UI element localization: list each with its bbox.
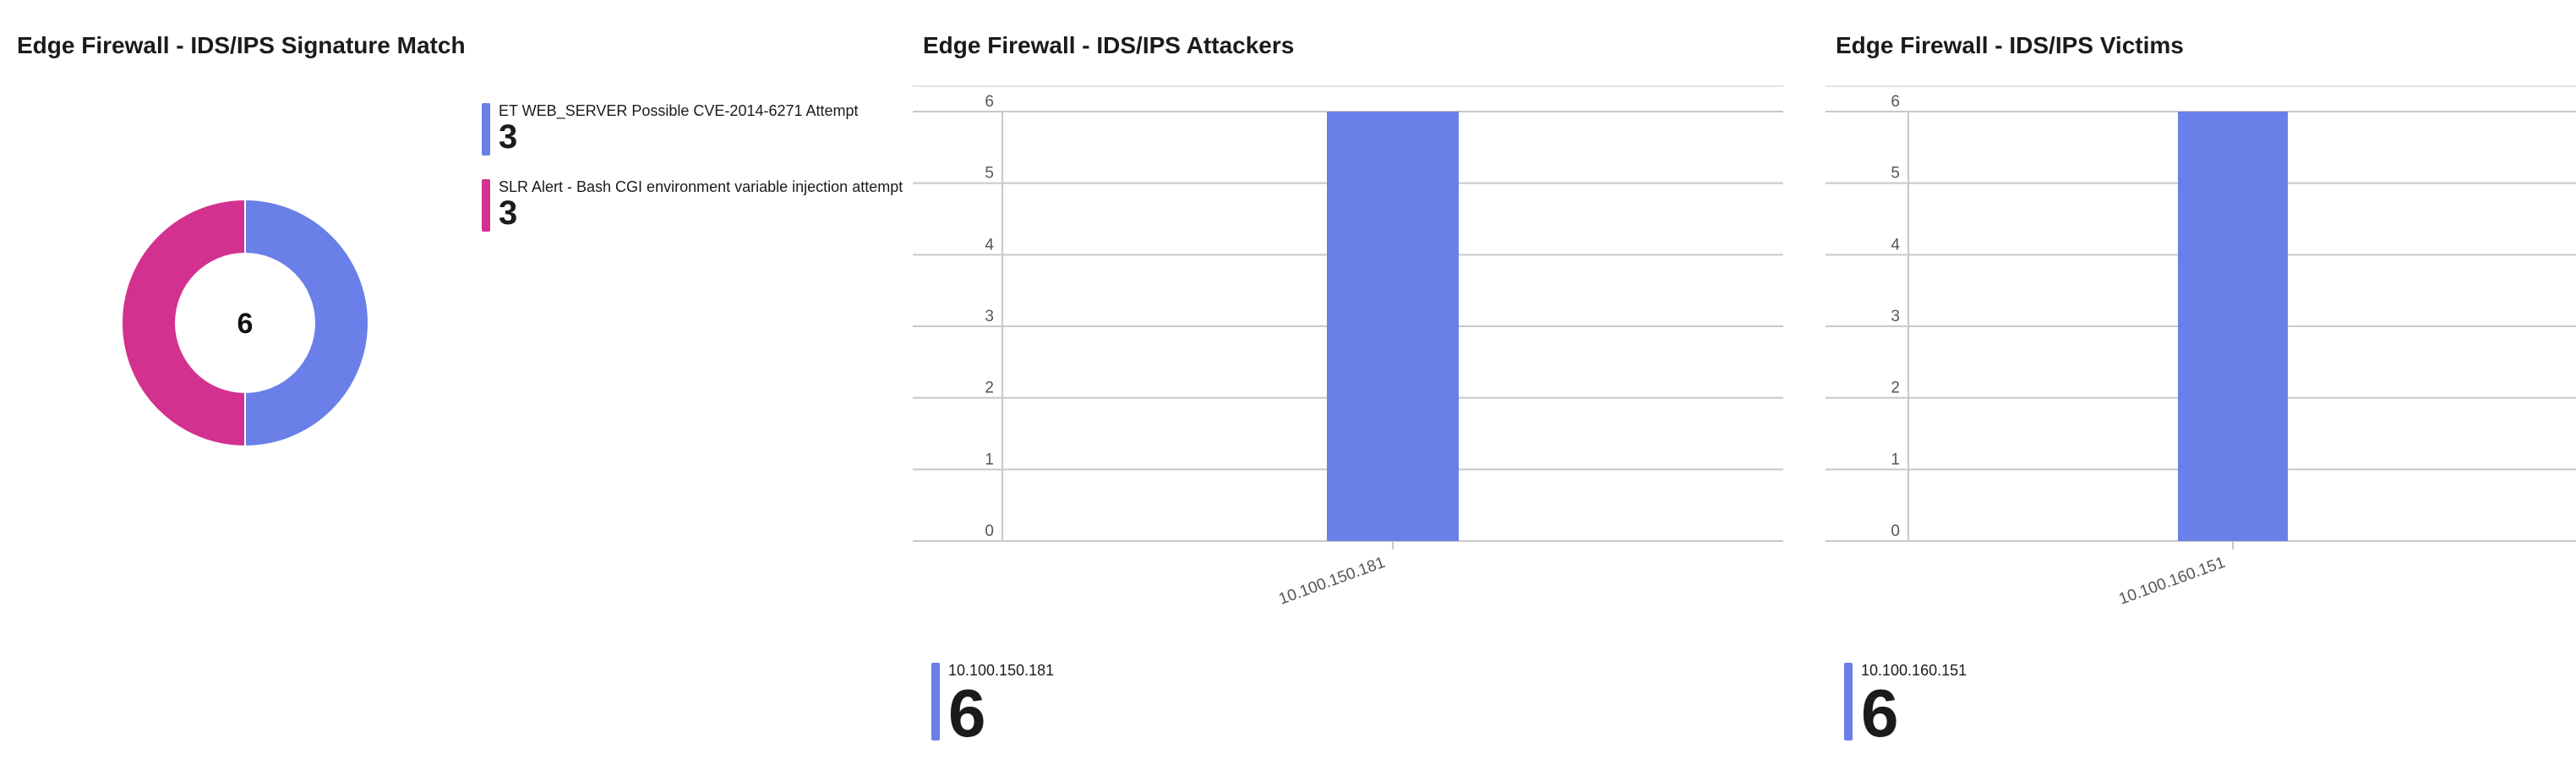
legend-swatch	[931, 663, 940, 740]
legend-value: 3	[499, 118, 518, 154]
attackers-title: Edge Firewall - IDS/IPS Attackers	[923, 32, 1295, 58]
legend-swatch	[482, 103, 490, 156]
legend-value: 6	[948, 675, 986, 747]
bar-10-100-150-181[interactable]	[1327, 112, 1459, 541]
y-tick-label-0: 0	[1891, 522, 1900, 540]
legend-label: 10.100.160.151	[1861, 662, 1967, 679]
attackers-legend-item-10-100-150-181: 10.100.150.181 6	[931, 661, 1054, 747]
y-tick-label-5: 5	[985, 165, 994, 183]
y-tick-label-3: 3	[1891, 308, 1900, 325]
y-tick-label-6: 6	[1891, 93, 1900, 111]
donut-slice-slr-alert-bash-cgi-environment-variable-[interactable]	[121, 198, 246, 448]
y-tick-label-4: 4	[985, 236, 994, 254]
legend-swatch	[1844, 663, 1853, 740]
y-tick-label-2: 2	[1891, 380, 1900, 397]
attackers-legend: 10.100.150.181 6	[913, 0, 1054, 747]
victims-legend-item-10-100-160-151: 10.100.160.151 6	[1844, 661, 1967, 747]
legend-label: 10.100.150.181	[948, 662, 1055, 679]
donut-center-total: 6	[237, 308, 254, 340]
legend-label: ET WEB_SERVER Possible CVE-2014-6271 Att…	[499, 102, 859, 119]
x-tick-label-10-100-160-151: 10.100.160.151	[2116, 554, 2227, 609]
victims-bar-chart: 0 1 2 3 4 5 6 10.100.160.151	[1826, 85, 2576, 609]
y-tick-label-5: 5	[1891, 165, 1900, 183]
signature-match-panel: Edge Firewall - IDS/IPS Signature Match …	[0, 0, 913, 776]
y-tick-label-2: 2	[985, 380, 994, 397]
attackers-bar-chart: 0 1 2 3 4 5 6 10.100.150.181	[913, 85, 1783, 609]
y-tick-label-4: 4	[1891, 236, 1900, 254]
legend-swatch	[482, 179, 490, 232]
legend-item-slr-alert-bash-cgi-environment-variable-: SLR Alert - Bash CGI environment variabl…	[482, 178, 903, 232]
bar-10-100-160-151[interactable]	[2178, 112, 2288, 541]
donut-slice-et-web-server-possible-cve-2014-6271-att[interactable]	[244, 198, 369, 448]
victims-title: Edge Firewall - IDS/IPS Victims	[1836, 32, 2184, 58]
legend-label: SLR Alert - Bash CGI environment variabl…	[499, 178, 903, 195]
y-tick-label-0: 0	[985, 522, 994, 540]
attackers-panel: Edge Firewall - IDS/IPS Attackers 0 1 2 3 4 5…	[913, 0, 1826, 776]
legend-value: 6	[1861, 675, 1899, 747]
y-tick-label-1: 1	[1891, 451, 1900, 468]
legend-item-et-web-server-possible-cve-2014-6271-att: ET WEB_SERVER Possible CVE-2014-6271 Att…	[482, 101, 859, 156]
x-tick-label-10-100-150-181: 10.100.150.181	[1276, 554, 1387, 609]
signature-legend: ET WEB_SERVER Possible CVE-2014-6271 Att…	[0, 0, 903, 232]
y-tick-label-3: 3	[985, 308, 994, 325]
y-tick-label-6: 6	[985, 93, 994, 111]
legend-value: 3	[499, 194, 518, 230]
signature-donut-chart: 6	[121, 198, 369, 448]
signature-match-title: Edge Firewall - IDS/IPS Signature Match	[17, 32, 466, 58]
y-tick-label-1: 1	[985, 451, 994, 468]
